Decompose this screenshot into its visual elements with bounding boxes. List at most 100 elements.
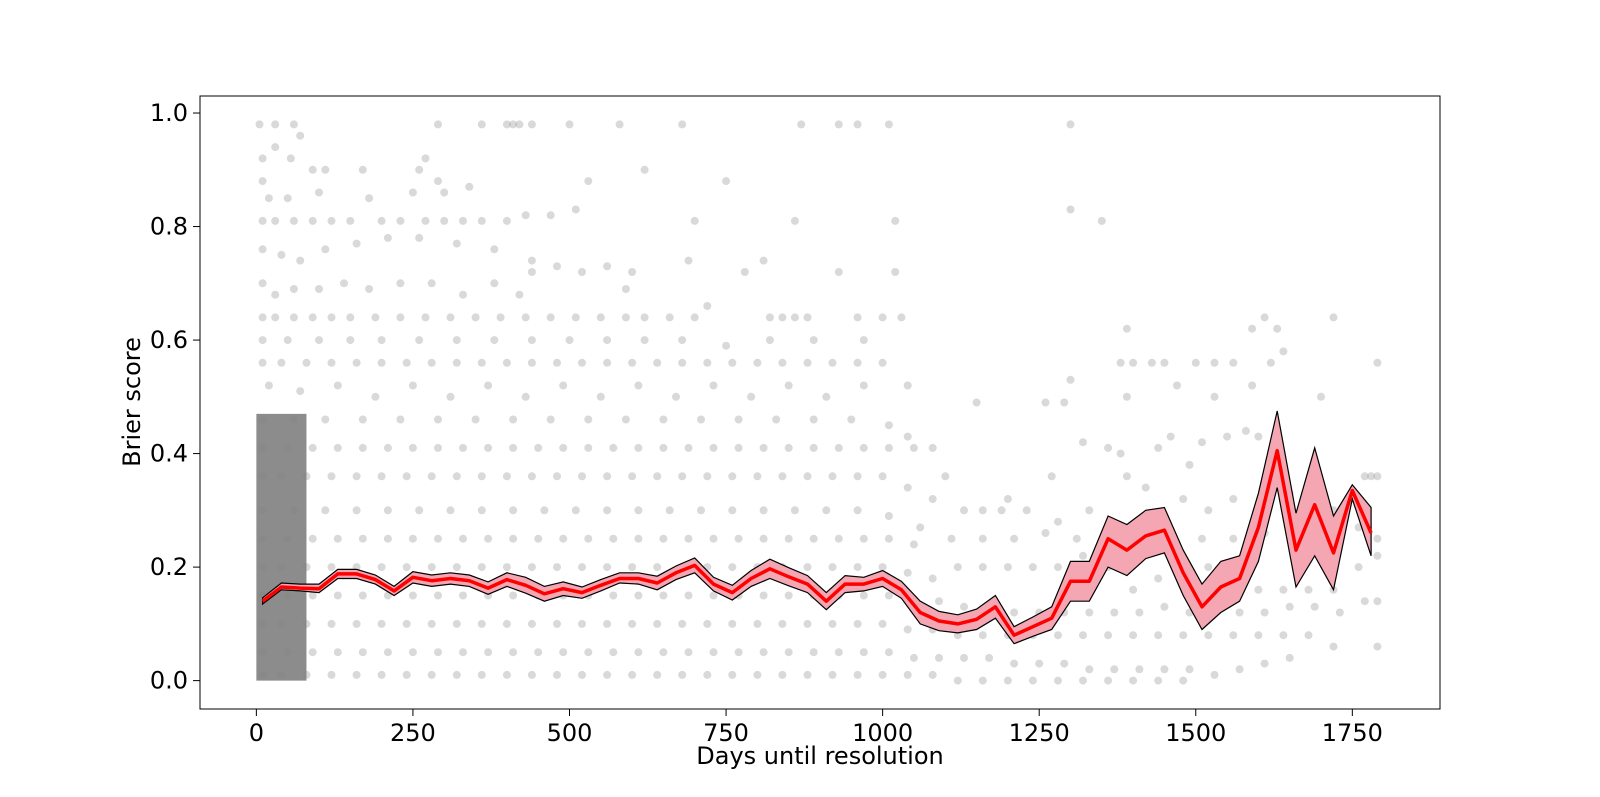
- scatter-point: [1154, 443, 1163, 452]
- scatter-point: [1060, 659, 1069, 668]
- scatter-point: [909, 540, 918, 549]
- scatter-point: [1310, 602, 1319, 611]
- scatter-point: [383, 443, 392, 452]
- scatter-point: [365, 285, 374, 293]
- scatter-point: [728, 619, 737, 628]
- scatter-point: [308, 591, 317, 600]
- scatter-point: [327, 563, 336, 572]
- scatter-point: [1160, 358, 1169, 367]
- scatter-point: [878, 358, 887, 367]
- scatter-point: [884, 591, 893, 600]
- scatter-point: [1260, 608, 1269, 617]
- scatter-point: [408, 381, 417, 390]
- scatter-point: [1273, 324, 1282, 333]
- scatter-point: [803, 358, 812, 367]
- scatter-point: [878, 313, 887, 322]
- scatter-point: [878, 619, 887, 628]
- scatter-point: [1235, 665, 1244, 674]
- scatter-point: [333, 648, 342, 657]
- scatter-point: [1010, 534, 1019, 543]
- scatter-point: [1329, 313, 1338, 322]
- scatter-point: [935, 597, 943, 606]
- scatter-point: [553, 619, 561, 628]
- scatter-point: [377, 472, 386, 481]
- scatter-point: [333, 381, 342, 390]
- scatter-point: [502, 563, 511, 572]
- scatter-point: [509, 443, 518, 452]
- scatter-point: [603, 563, 612, 572]
- scatter-point: [634, 591, 643, 600]
- scatter-point: [634, 534, 643, 543]
- scatter-point: [402, 619, 411, 628]
- confidence-band: [262, 410, 1372, 645]
- scatter-point: [421, 216, 430, 225]
- scatter-point: [1054, 517, 1062, 526]
- scatter-point: [1185, 460, 1194, 469]
- scatter-point: [440, 188, 449, 197]
- scatter-point: [928, 574, 937, 583]
- scatter-point: [308, 534, 317, 543]
- scatter-point: [834, 648, 843, 657]
- scatter-point: [408, 443, 417, 452]
- scatter-point: [1179, 631, 1188, 640]
- scatter-point: [427, 358, 436, 367]
- scatter-point: [1116, 358, 1125, 367]
- scatter-point: [509, 506, 518, 515]
- scatter-point: [772, 415, 781, 424]
- scatter-point: [534, 443, 543, 452]
- scatter-point: [327, 216, 336, 225]
- scatter-point: [1191, 358, 1200, 367]
- scatter-point: [935, 653, 943, 662]
- scatter-point: [1054, 631, 1062, 640]
- scatter-point: [383, 233, 392, 242]
- scatter-point: [709, 381, 718, 390]
- scatter-point: [759, 534, 768, 543]
- scatter-point: [484, 534, 493, 543]
- scatter-point: [452, 472, 461, 481]
- scatter-point: [402, 472, 411, 481]
- scatter-point: [828, 619, 837, 628]
- scatter-point: [1266, 358, 1275, 367]
- y-tick-label: 0.2: [150, 553, 188, 581]
- scatter-point: [665, 506, 674, 515]
- scatter-point: [553, 670, 561, 679]
- scatter-point: [371, 313, 380, 322]
- scatter-point: [609, 534, 618, 543]
- scatter-point: [697, 415, 705, 424]
- scatter-point: [1373, 551, 1382, 560]
- scatter-point: [1154, 631, 1163, 640]
- scatter-point: [603, 262, 612, 271]
- scatter-point: [377, 216, 386, 225]
- scatter-point: [434, 443, 442, 452]
- scatter-point: [653, 472, 662, 481]
- scatter-point: [1028, 563, 1037, 572]
- scatter-point: [828, 563, 837, 572]
- scatter-point: [396, 313, 405, 322]
- scatter-point: [1129, 585, 1138, 594]
- scatter-point: [753, 670, 762, 679]
- scatter-point: [502, 216, 511, 225]
- scatter-point: [283, 194, 292, 203]
- scatter-point: [809, 443, 818, 452]
- scatter-point: [571, 205, 580, 214]
- scatter-point: [834, 268, 843, 276]
- scatter-point: [308, 216, 317, 225]
- scatter-point: [1060, 398, 1069, 407]
- scatter-point: [308, 313, 317, 322]
- scatter-point: [1104, 443, 1113, 452]
- scatter-point: [396, 216, 405, 225]
- scatter-point: [947, 534, 956, 543]
- scatter-point: [884, 120, 893, 129]
- scatter-point: [258, 313, 267, 322]
- scatter-point: [978, 676, 987, 685]
- scatter-point: [515, 120, 524, 129]
- scatter-point: [521, 392, 530, 401]
- scatter-point: [502, 472, 511, 481]
- scatter-point: [978, 506, 987, 515]
- scatter-point: [459, 648, 467, 657]
- scatter-point: [534, 534, 543, 543]
- scatter-point: [1279, 347, 1288, 356]
- scatter-point: [853, 506, 862, 515]
- scatter-point: [527, 120, 536, 129]
- scatter-point: [553, 262, 561, 271]
